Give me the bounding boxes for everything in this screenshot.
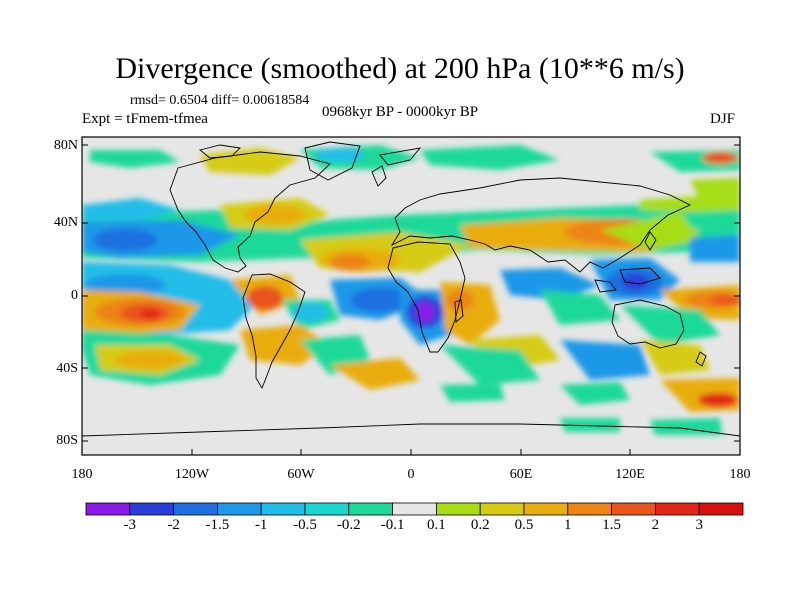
- colorbar-label-6: -0.1: [380, 517, 405, 533]
- rmsd-diff-stats: rmsd= 0.6504 diff= 0.00618584: [130, 93, 310, 108]
- lon-label-120w: 120W: [174, 467, 210, 482]
- season-label: DJF: [710, 111, 736, 127]
- colorbar-label-1: -2: [167, 517, 180, 533]
- colorbar-box-6: [348, 502, 393, 516]
- colorbar-box-12: [611, 502, 656, 516]
- colorbar-box-8: [435, 502, 481, 516]
- colorbar-box-3: [216, 502, 262, 516]
- colorbar-label-8: 0.2: [470, 517, 490, 533]
- colorbar-label-3: -1: [254, 517, 268, 533]
- colorbar-label-12: 2: [651, 517, 660, 533]
- lon-label-60e: 60E: [509, 467, 533, 482]
- coastlines: [82, 141, 740, 437]
- colorbar-label-7: 0.1: [427, 517, 446, 533]
- experiment-label: Expt = tFmem-tfmea: [82, 111, 208, 127]
- colorbar-label-2: -1.5: [205, 517, 230, 533]
- colorbar-box-13: [655, 502, 700, 516]
- colorbar-label-11: 1.5: [602, 517, 621, 533]
- lon-label-120e: 120E: [615, 467, 645, 482]
- colorbar: [85, 502, 744, 516]
- colorbar-box-2: [173, 502, 218, 516]
- lat-label-eq: 0: [71, 288, 78, 303]
- colorbar-box-1: [129, 502, 175, 516]
- colorbar-box-7: [392, 502, 437, 516]
- lat-label-40s: 40S: [56, 361, 78, 376]
- colorbar-box-5: [304, 502, 350, 516]
- colorbar-label-5: -0.2: [336, 517, 361, 533]
- colorbar-label-0: -3: [123, 517, 137, 533]
- map-title: Divergence (smoothed) at 200 hPa (10**6 …: [115, 52, 685, 85]
- colorbar-label-10: 1: [564, 517, 572, 533]
- colorbar-label-9: 0.5: [514, 517, 534, 533]
- period-label: 0968kyr BP - 0000kyr BP: [322, 104, 479, 120]
- colorbar-box-4: [260, 502, 306, 516]
- colorbar-label-13: 3: [695, 517, 703, 533]
- colorbar-box-14: [698, 502, 744, 516]
- lon-label-180e: 180: [729, 467, 751, 482]
- colorbar-label-4: -0.5: [293, 517, 317, 533]
- colorbar-box-9: [479, 502, 525, 516]
- axis-ticks: [81, 144, 741, 455]
- lon-label-60w: 60W: [287, 467, 315, 482]
- lat-label-40n: 40N: [53, 215, 78, 230]
- lat-label-80s: 80S: [56, 433, 78, 448]
- divergence-field: [82, 137, 740, 455]
- colorbar-box-0: [85, 502, 131, 516]
- lon-label-180w: 180: [71, 467, 93, 482]
- colorbar-box-10: [523, 502, 569, 516]
- lat-label-80n: 80N: [53, 138, 78, 153]
- lon-label-0: 0: [407, 467, 415, 482]
- colorbar-box-11: [567, 502, 612, 516]
